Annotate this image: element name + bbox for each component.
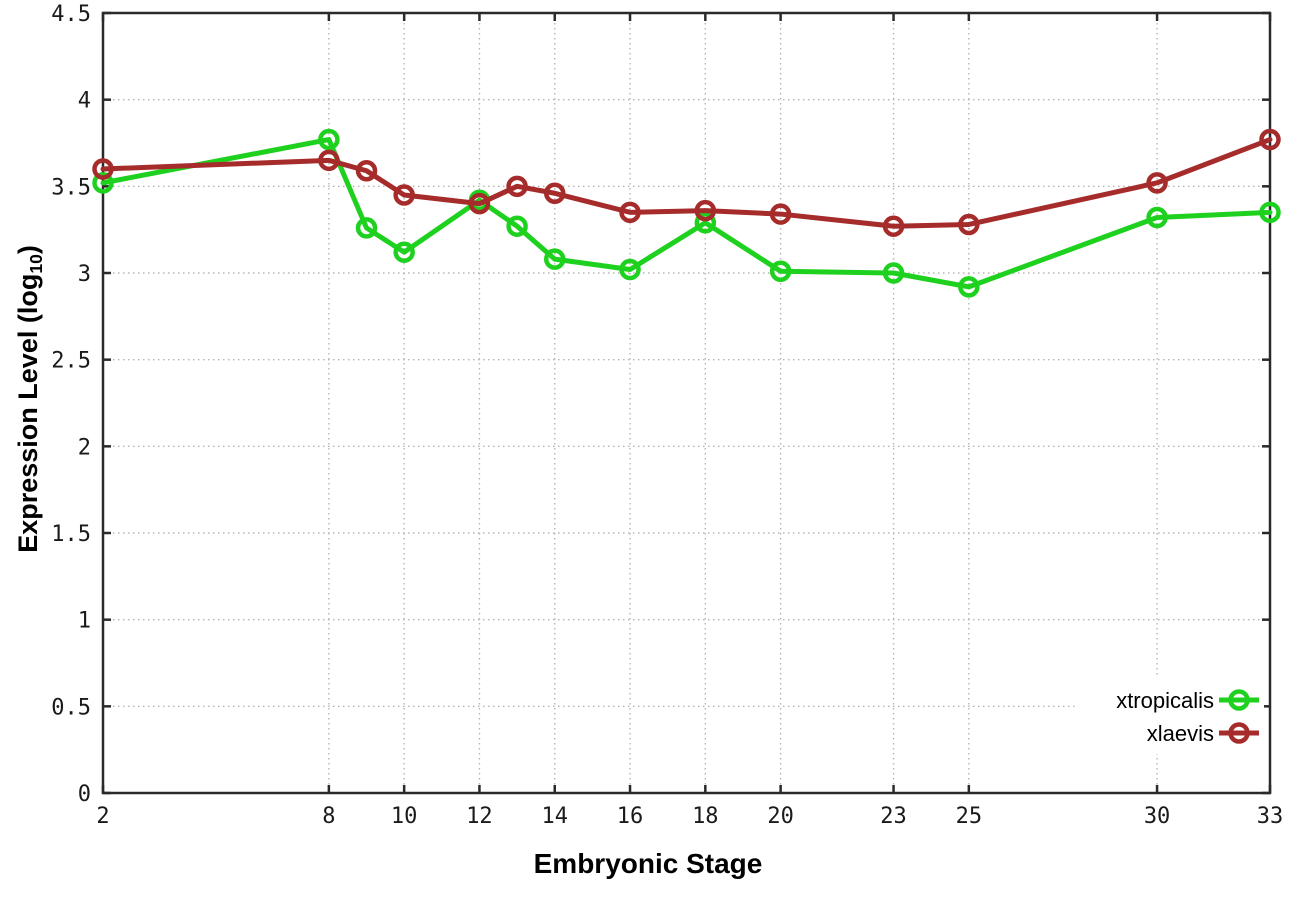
x-tick-label-16: 16 (617, 804, 644, 829)
data-point-xlaevis-stage-18 (694, 199, 717, 222)
y-tick-label-2.5: 2.5 (51, 349, 91, 374)
x-tick-label-10: 10 (391, 804, 418, 829)
y-tick-label-1.5: 1.5 (51, 522, 91, 547)
data-point-xlaevis-stage-33 (1259, 128, 1281, 151)
data-point-xtropicalis-stage-13 (506, 215, 528, 237)
data-point-xlaevis-stage-16 (619, 201, 641, 224)
y-tick-label-4.5: 4.5 (51, 2, 91, 27)
data-point-xlaevis-stage-8 (318, 149, 340, 172)
data-point-xtropicalis-stage-20 (769, 260, 792, 283)
legend-label-xtropicalis: xtropicalis (1116, 688, 1214, 713)
series-markers-xlaevis (92, 128, 1281, 237)
x-axis-title: Embryonic Stage (533, 848, 763, 879)
y-axis-title: Expression Level (log10) (13, 0, 47, 799)
x-tick-label-23: 23 (880, 804, 907, 829)
x-tick-label-20: 20 (767, 804, 794, 829)
legend-item-xlaevis: xlaevis (1147, 721, 1259, 746)
y-tick-label-0.5: 0.5 (51, 695, 91, 720)
x-tick-label-30: 30 (1144, 804, 1171, 829)
y-tick-label-4: 4 (78, 89, 91, 114)
plot-border (101, 11, 1272, 795)
data-point-xtropicalis-stage-8 (318, 128, 340, 151)
series-line-xlaevis (100, 137, 1273, 229)
y-axis-title-close: ) (13, 245, 44, 255)
data-point-xtropicalis-stage-9 (355, 217, 378, 239)
grid (102, 12, 1271, 794)
data-point-xlaevis-stage-2 (92, 158, 114, 180)
x-tick-label-25: 25 (956, 804, 983, 829)
legend: xtropicalis xlaevis (1078, 678, 1264, 754)
legend-marker-xtropicalis (1228, 689, 1250, 711)
data-point-xlaevis-stage-23 (882, 215, 905, 237)
data-point-xtropicalis-stage-18 (694, 211, 717, 234)
data-point-xlaevis-stage-30 (1146, 172, 1168, 194)
legend-label-xlaevis: xlaevis (1147, 721, 1214, 746)
tick-labels: 2 8 10 12 14 16 18 20 23 25 30 33 0 0.5 1 1.5 2 2.5 3 3.5 4 4… (51, 2, 1283, 829)
x-tick-label-18: 18 (692, 804, 719, 829)
y-tick-label-1: 1 (78, 609, 91, 634)
data-point-xtropicalis-stage-10 (393, 241, 415, 263)
x-tick-label-33: 33 (1257, 804, 1284, 829)
data-point-xtropicalis-stage-14 (543, 248, 566, 270)
tick-marks (101, 11, 1272, 795)
data-point-xlaevis-stage-12 (468, 192, 491, 215)
y-axis-title-subscript: 10 (25, 254, 46, 274)
data-point-xtropicalis-stage-25 (958, 276, 980, 298)
data-point-xtropicalis-stage-33 (1259, 201, 1281, 224)
x-tick-label-12: 12 (466, 804, 493, 829)
x-tick-label-2: 2 (96, 804, 109, 829)
y-tick-label-3.5: 3.5 (51, 175, 91, 200)
y-axis-title-text: Expression Level (log (13, 273, 44, 553)
data-point-xtropicalis-stage-2 (92, 172, 114, 194)
legend-marker-xlaevis (1228, 722, 1250, 744)
data-point-xlaevis-stage-10 (393, 184, 415, 206)
data-point-xlaevis-stage-13 (506, 175, 528, 198)
y-tick-label-3: 3 (78, 262, 91, 287)
data-point-xlaevis-stage-14 (543, 182, 566, 205)
y-tick-label-0: 0 (78, 782, 91, 807)
data-point-xlaevis-stage-20 (769, 203, 792, 225)
x-tick-label-8: 8 (322, 804, 335, 829)
legend-item-xtropicalis: xtropicalis (1116, 688, 1259, 713)
data-point-xtropicalis-stage-16 (619, 258, 641, 281)
data-point-xtropicalis-stage-30 (1146, 206, 1168, 229)
data-point-xtropicalis-stage-23 (882, 262, 905, 284)
x-tick-label-14: 14 (541, 804, 568, 829)
y-tick-label-2: 2 (78, 435, 91, 460)
data-point-xlaevis-stage-9 (355, 159, 378, 182)
data-point-xlaevis-stage-25 (958, 213, 980, 236)
